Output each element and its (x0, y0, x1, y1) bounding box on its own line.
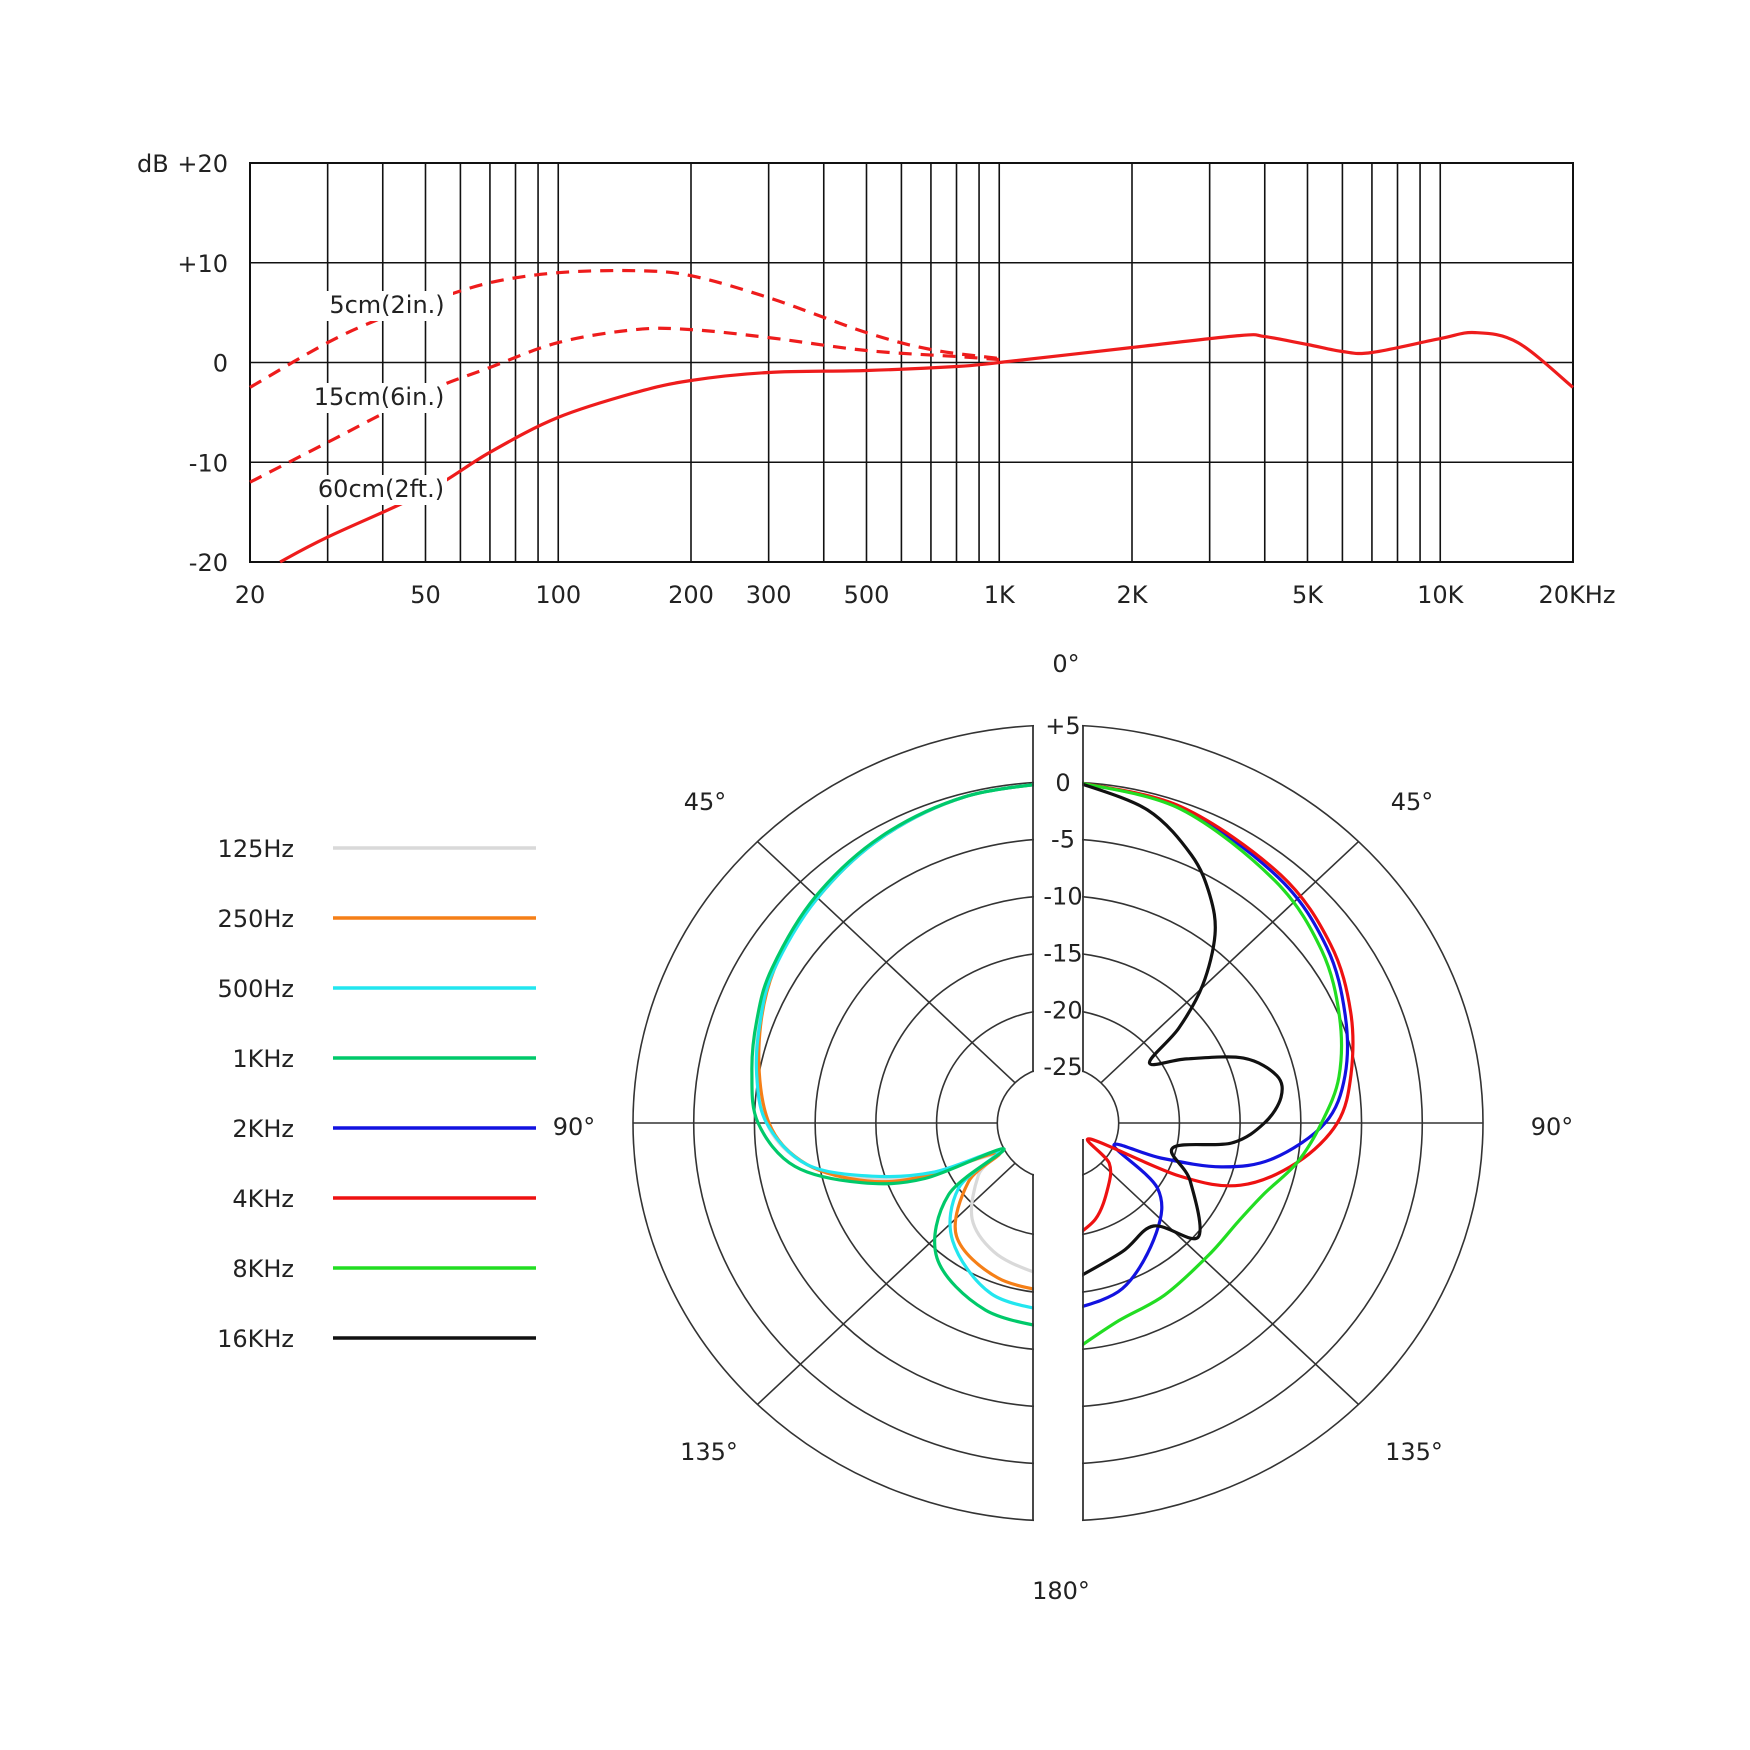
ring-label: 0 (1055, 769, 1070, 797)
polar-curve-1KHz (750, 780, 1059, 1332)
ring-label: -20 (1043, 996, 1082, 1024)
y-tick-label: -10 (189, 449, 228, 477)
legend-label: 1KHz (232, 1045, 294, 1073)
angle-label-left: 90° (553, 1113, 596, 1141)
legend-label: 8KHz (232, 1255, 294, 1283)
ring-label: -5 (1051, 826, 1075, 854)
response-curve-15cm(6in.) (249, 326, 1000, 484)
polar-curve-250Hz (757, 780, 1059, 1296)
x-tick-label: 500 (844, 581, 890, 609)
polar-curve-16KHz (1069, 780, 1284, 1284)
curve-label: 15cm(6in.) (314, 383, 445, 411)
legend-label: 4KHz (232, 1185, 294, 1213)
curve-label: 5cm(2in.) (329, 291, 444, 319)
ring-label: +5 (1045, 712, 1080, 740)
polar-curve-125Hz (754, 780, 1059, 1279)
frequency-response-chart: +20 +10 0 -10 -20 dB 20 50 100 200 300 500 1K 2K 5K 10K… (137, 150, 1616, 609)
legend-label: 16KHz (217, 1325, 294, 1353)
angle-label-top: 0° (1052, 650, 1079, 678)
angle-label-lower-left: 135° (680, 1438, 738, 1466)
x-tick-label: 10K (1417, 581, 1465, 609)
x-tick-label: 50 (410, 581, 441, 609)
angle-label-bottom: 180° (1032, 1577, 1090, 1605)
y-tick-label: -20 (189, 549, 228, 577)
polar-curve-2KHz (1064, 780, 1350, 1314)
x-tick-label: 300 (746, 581, 792, 609)
center-gap (1034, 695, 1082, 1551)
polar-spoke (1100, 1162, 1360, 1406)
legend-label: 2KHz (232, 1115, 294, 1143)
legend-label: 500Hz (218, 975, 294, 1003)
y-tick-label: +10 (177, 250, 228, 278)
angle-label-upper-left: 45° (684, 788, 727, 816)
angle-label-right: 90° (1531, 1113, 1574, 1141)
curve-label-background (315, 475, 447, 505)
polar-curve-8KHz (1074, 780, 1344, 1352)
curve-label-background (321, 291, 453, 321)
ring-label: -10 (1043, 883, 1082, 911)
grid (249, 162, 1574, 563)
polar-spoke (756, 840, 1016, 1084)
legend: 125Hz 250Hz 500Hz 1KHz 2KHz 4KHz 8KHz 16KHz (217, 835, 536, 1353)
x-tick-label: 5K (1292, 581, 1324, 609)
polar-curve-4KHz (1065, 780, 1355, 1244)
response-curve-60cm(2ft.) (279, 330, 1575, 564)
plot-frame (249, 162, 1574, 563)
curve-label: 60cm(2ft.) (318, 475, 444, 503)
y-tick-label: +20 (177, 150, 228, 178)
angle-label-upper-right: 45° (1391, 788, 1434, 816)
polar-curve-500Hz (754, 780, 1059, 1315)
ring-label: -15 (1043, 939, 1082, 967)
angle-label-lower-right: 135° (1385, 1438, 1443, 1466)
legend-label: 250Hz (218, 905, 294, 933)
x-tick-label: 1K (984, 581, 1016, 609)
y-axis-label: dB (137, 150, 169, 178)
x-tick-label: 2K (1116, 581, 1148, 609)
x-tick-label: 100 (535, 581, 581, 609)
polar-spoke (1100, 840, 1360, 1084)
x-tick-label: 200 (668, 581, 714, 609)
curve-label-background (313, 383, 445, 413)
x-tick-label: 20 (235, 581, 266, 609)
polar-spoke (756, 1162, 1016, 1406)
legend-label: 125Hz (218, 835, 294, 863)
y-tick-label: 0 (213, 350, 228, 378)
x-tick-label: 20KHz (1539, 581, 1616, 609)
ring-label: -25 (1043, 1053, 1082, 1081)
